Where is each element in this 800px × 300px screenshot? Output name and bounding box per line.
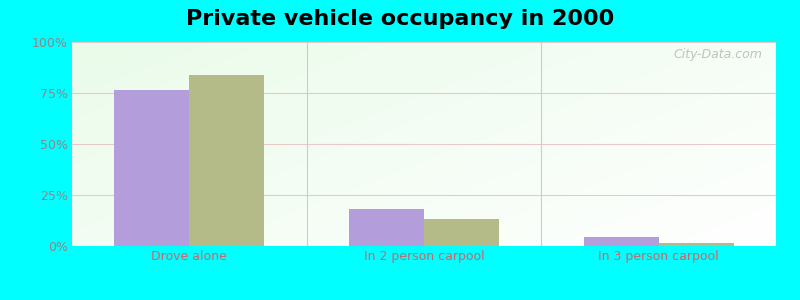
Bar	[349, 209, 424, 246]
Text: Private vehicle occupancy in 2000: Private vehicle occupancy in 2000	[186, 9, 614, 29]
Bar	[583, 237, 658, 246]
Bar	[114, 90, 190, 246]
Text: City-Data.com: City-Data.com	[673, 48, 762, 61]
Bar	[424, 220, 499, 246]
Bar	[658, 243, 734, 246]
Bar	[190, 75, 265, 246]
